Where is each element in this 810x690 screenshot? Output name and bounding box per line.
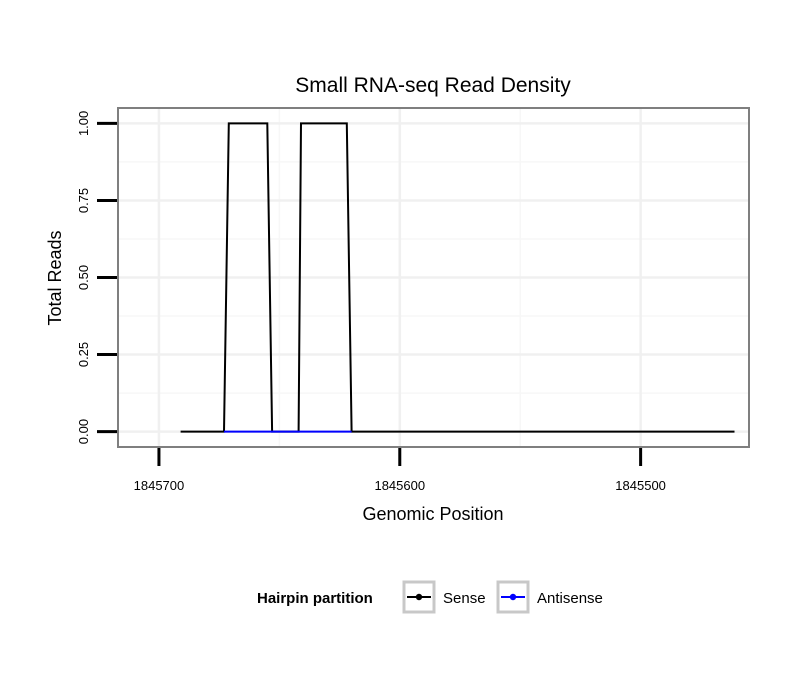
series-layer xyxy=(180,122,735,433)
x-axis-title: Genomic Position xyxy=(362,504,503,524)
x-axis: 1845700 1845600 1845500 xyxy=(134,448,666,493)
x-tick-label: 1845600 xyxy=(374,478,425,493)
legend: Hairpin partition Sense Antisense xyxy=(257,580,603,614)
chart-title: Small RNA-seq Read Density xyxy=(295,74,571,97)
y-tick-label: 0.00 xyxy=(76,419,91,444)
plot-border xyxy=(117,107,750,448)
legend-item-sense: Sense xyxy=(402,580,486,614)
legend-label-antisense: Antisense xyxy=(537,590,603,607)
legend-item-antisense: Antisense xyxy=(496,580,603,614)
y-tick-label: 0.75 xyxy=(76,188,91,213)
legend-label-sense: Sense xyxy=(443,590,486,607)
y-tick-label: 0.50 xyxy=(76,265,91,290)
x-tick-label: 1845700 xyxy=(134,478,185,493)
y-tick-label: 0.25 xyxy=(76,342,91,367)
y-axis: 0.00 0.25 0.50 0.75 1.00 xyxy=(76,111,117,444)
y-tick-label: 1.00 xyxy=(76,111,91,136)
grid-layer xyxy=(118,108,749,447)
legend-title: Hairpin partition xyxy=(257,590,373,607)
legend-key-point-sense xyxy=(415,593,423,601)
legend-key-antisense xyxy=(496,580,530,614)
y-axis-title: Total Reads xyxy=(45,230,65,325)
legend-key-point-antisense xyxy=(509,593,517,601)
x-tick-label: 1845500 xyxy=(615,478,666,493)
